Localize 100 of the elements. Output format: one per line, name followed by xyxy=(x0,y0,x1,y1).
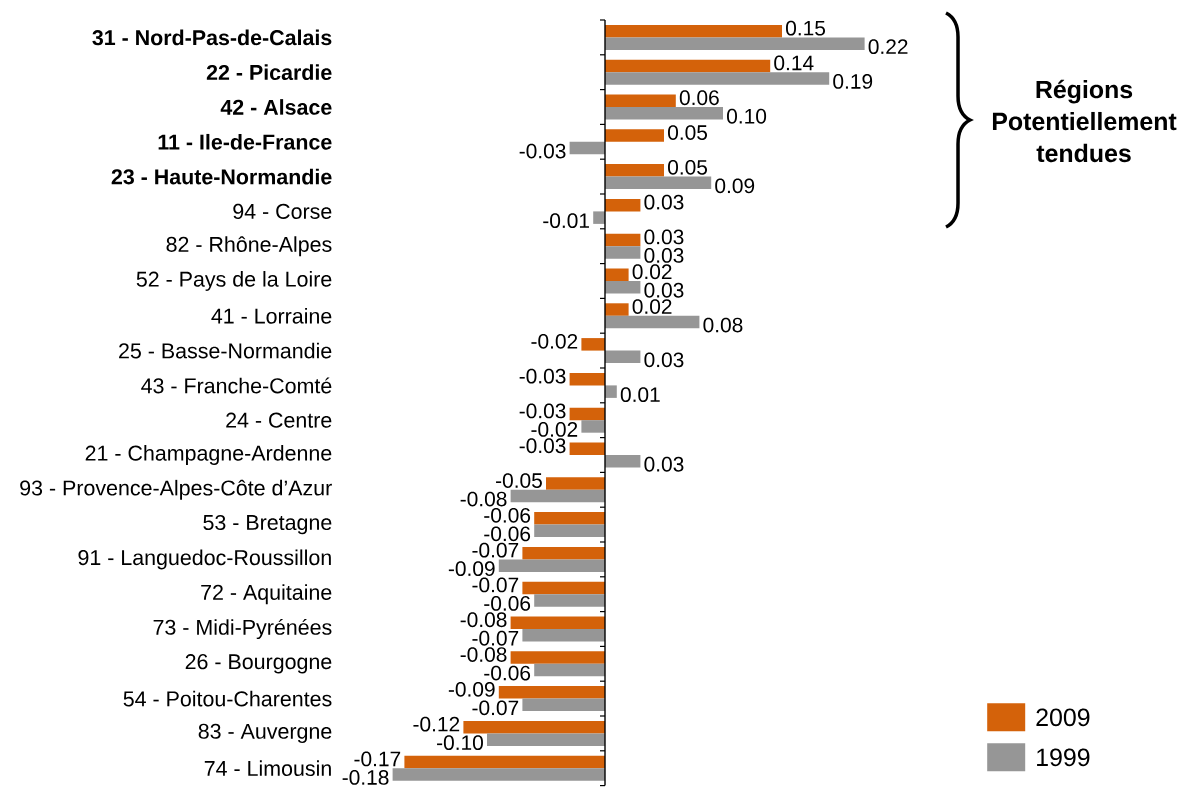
bar xyxy=(605,59,771,73)
bar xyxy=(605,455,641,468)
text: Régions Potentiellement tendues xyxy=(992,79,1177,163)
bar xyxy=(605,246,641,259)
data-label: -0.09 xyxy=(448,561,495,577)
data-label: -0.03 xyxy=(519,438,566,454)
bar xyxy=(605,303,629,316)
bar xyxy=(522,629,605,642)
bar xyxy=(569,141,605,155)
legend-label: 2009 xyxy=(1036,708,1090,727)
data-label: 0.03 xyxy=(644,352,684,368)
bar xyxy=(522,698,605,712)
data-label: -0.18 xyxy=(342,770,389,785)
data-label: 0.06 xyxy=(679,90,719,106)
bar xyxy=(593,211,605,224)
data-label: 0.10 xyxy=(727,108,767,124)
bar xyxy=(569,372,605,386)
bar xyxy=(498,559,605,572)
data-label: -0.06 xyxy=(484,665,531,681)
bar xyxy=(546,477,605,490)
bar xyxy=(487,733,605,746)
bar xyxy=(605,268,629,281)
data-label: 0.01 xyxy=(620,387,660,403)
y-tick-label: 72 - Aquitaine xyxy=(201,584,332,605)
bar xyxy=(605,37,865,50)
data-label: 0.03 xyxy=(644,248,684,263)
data-label: -0.10 xyxy=(437,735,483,751)
data-label: 0.03 xyxy=(644,194,684,210)
data-label: -0.17 xyxy=(354,751,401,767)
bar xyxy=(498,686,605,699)
y-tick-label: 42 - Alsace xyxy=(220,99,332,115)
bar xyxy=(522,581,605,595)
y-tick-label: 24 - Centre xyxy=(226,412,332,428)
bar xyxy=(605,281,641,294)
bar xyxy=(605,198,641,212)
data-label: -0.05 xyxy=(496,473,542,488)
y-tick-label: 93 - Provence-Alpes-Côte d’Azur xyxy=(20,479,332,500)
bar xyxy=(463,720,605,734)
bar xyxy=(522,546,605,560)
data-label: -0.07 xyxy=(472,542,519,558)
bar xyxy=(569,442,605,455)
bar xyxy=(605,233,641,247)
bar xyxy=(605,385,617,398)
data-label: -0.08 xyxy=(460,612,507,628)
bar xyxy=(581,338,605,351)
y-tick-label: 74 - Limousin xyxy=(204,760,331,777)
bar xyxy=(605,350,641,364)
y-tick-label: 26 - Bourgogne xyxy=(185,654,332,674)
data-label: -0.03 xyxy=(519,368,566,384)
y-tick-label: 73 - Midi-Pyrénées xyxy=(153,618,332,640)
data-label: -0.09 xyxy=(448,681,495,697)
bar xyxy=(534,663,605,677)
data-label: -0.08 xyxy=(460,491,507,507)
y-tick-label: 43 - Franche-Comté xyxy=(141,377,332,394)
data-label: 0.03 xyxy=(644,456,684,472)
data-label: -0.06 xyxy=(484,596,531,611)
bar xyxy=(534,524,605,538)
y-tick-label: 11 - Ile-de-France xyxy=(158,133,332,150)
y-tick-label: 23 - Haute-Normandie xyxy=(111,168,332,185)
data-label: -0.07 xyxy=(472,700,519,716)
bar xyxy=(569,407,605,421)
bar xyxy=(404,755,605,769)
data-label: -0.03 xyxy=(519,143,566,159)
data-label: 0.03 xyxy=(644,282,684,298)
data-label: 0.08 xyxy=(703,317,743,333)
bar xyxy=(605,129,664,142)
y-tick-label: 31 - Nord-Pas-de-Calais xyxy=(92,29,332,46)
y-tick-label: 21 - Champagne-Ardenne xyxy=(85,445,332,465)
bar xyxy=(605,72,830,85)
data-label: -0.06 xyxy=(484,526,531,542)
bar xyxy=(605,176,712,190)
legend-label: 1999 xyxy=(1037,748,1090,767)
y-tick-label: 91 - Languedoc-Roussillon xyxy=(78,549,331,570)
y-tick-label: 94 - Corse xyxy=(233,203,332,219)
data-label: -0.02 xyxy=(531,333,578,349)
data-label: 0.05 xyxy=(668,159,708,175)
bar xyxy=(510,489,605,503)
bar xyxy=(534,594,605,607)
data-label: 0.02 xyxy=(632,299,672,314)
bar xyxy=(510,616,605,629)
bar xyxy=(510,651,605,664)
data-label: 0.02 xyxy=(632,264,672,280)
data-label: 0.22 xyxy=(868,39,908,55)
data-label: -0.12 xyxy=(413,716,460,732)
bar xyxy=(392,768,605,781)
y-tick-label: 41 - Lorraine xyxy=(211,307,332,324)
data-label: -0.02 xyxy=(531,422,578,437)
y-tick-label: 83 - Auvergne xyxy=(198,723,332,744)
data-label: 0.19 xyxy=(833,74,873,89)
y-tick-label: 22 - Picardie xyxy=(206,64,332,81)
y-tick-label: 54 - Poitou-Charentes xyxy=(123,690,332,707)
data-label: 0.14 xyxy=(774,55,814,71)
y-tick-label: 25 - Basse-Normandie xyxy=(119,342,332,359)
y-tick-label: 82 - Rhône-Alpes xyxy=(166,236,332,257)
bar xyxy=(605,106,723,120)
bar xyxy=(605,164,664,177)
bar xyxy=(605,94,676,107)
data-label: -0.01 xyxy=(543,213,589,229)
y-tick-label: 53 - Bretagne xyxy=(203,514,332,535)
data-label: 0.09 xyxy=(715,178,755,194)
